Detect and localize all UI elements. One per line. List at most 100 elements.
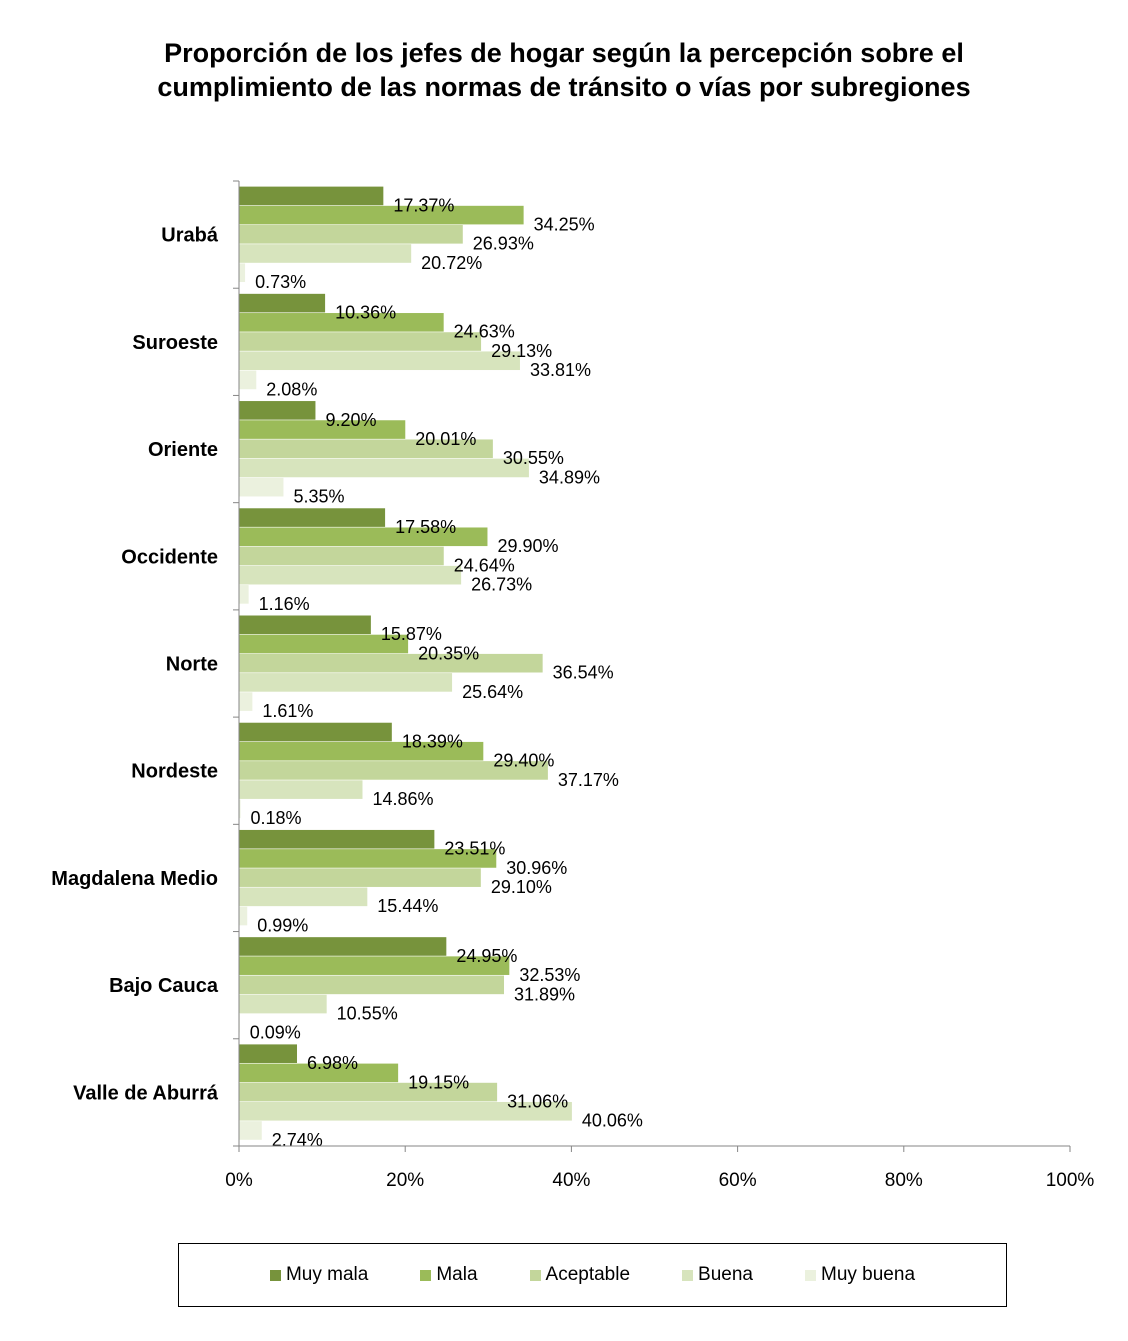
data-label: 20.72%: [421, 253, 482, 273]
legend-item: Muy buena: [805, 1264, 915, 1286]
bar: [239, 634, 409, 654]
data-label: 36.54%: [553, 663, 614, 683]
data-label: 18.39%: [402, 731, 463, 751]
bar: [239, 527, 488, 547]
bar: [239, 508, 386, 527]
category-label: Magdalena Medio: [51, 868, 218, 890]
bar: [239, 829, 435, 849]
bar: [239, 994, 327, 1014]
data-label: 10.55%: [337, 1003, 398, 1023]
x-tick-label: 60%: [719, 1170, 757, 1191]
data-label: 14.86%: [372, 789, 433, 809]
bar: [239, 458, 529, 478]
data-label: 17.58%: [395, 517, 456, 537]
category-label: Urabá: [161, 225, 219, 247]
bar: [239, 673, 453, 692]
legend-label: Aceptable: [545, 1264, 631, 1285]
data-label: 34.25%: [534, 215, 595, 235]
data-label: 0.18%: [250, 808, 301, 828]
bar: [239, 332, 482, 351]
bar: [239, 906, 248, 926]
data-label: 2.08%: [266, 379, 317, 399]
bar: [239, 225, 463, 244]
data-label: 2.74%: [272, 1130, 323, 1150]
category-axis-labels: Urabá Suroeste Oriente Occidente Norte Nordes…: [51, 225, 219, 1105]
axes: 0% 20% 40% 60% 80% 100%: [225, 180, 1095, 1191]
category-label: Bajo Cauca: [109, 975, 219, 997]
x-tick-label: 0%: [225, 1170, 253, 1191]
data-label: 6.98%: [307, 1053, 358, 1073]
category-label: Oriente: [148, 439, 218, 461]
data-label: 0.73%: [255, 272, 306, 292]
legend-swatch: [269, 1269, 281, 1281]
category-label: Norte: [166, 654, 218, 676]
data-label: 29.90%: [497, 536, 558, 556]
x-tick-label: 100%: [1046, 1170, 1095, 1191]
bar: [239, 546, 444, 566]
data-label: 9.20%: [325, 410, 376, 430]
data-label: 25.64%: [462, 682, 523, 702]
legend-label: Muy buena: [821, 1264, 916, 1285]
bar: [239, 401, 316, 420]
category-label: Suroeste: [132, 332, 218, 354]
bar: [239, 975, 505, 995]
legend-item: Muy mala: [269, 1264, 368, 1286]
legend-item: Aceptable: [529, 1264, 631, 1286]
data-label: 0.99%: [257, 915, 308, 935]
data-label: 29.13%: [491, 341, 552, 361]
data-label: 32.53%: [519, 965, 580, 985]
bar: [239, 1082, 498, 1102]
bar: [239, 313, 444, 332]
bar: [239, 653, 543, 673]
bar: [239, 780, 363, 799]
bar: [239, 615, 371, 635]
legend-label: Mala: [436, 1264, 478, 1285]
bar: [239, 849, 497, 868]
data-label: 26.93%: [473, 234, 534, 254]
bar: [239, 761, 548, 780]
category-label: Valle de Aburrá: [73, 1082, 219, 1104]
data-label: 15.44%: [377, 896, 438, 916]
data-label: 40.06%: [582, 1111, 643, 1131]
bar: [239, 477, 284, 497]
bar: [239, 1063, 399, 1083]
x-tick-label: 40%: [552, 1170, 590, 1191]
bar: [239, 1101, 572, 1121]
bar: [239, 263, 246, 283]
bar: [239, 722, 392, 742]
data-label: 30.55%: [503, 448, 564, 468]
data-label: 33.81%: [530, 360, 591, 380]
data-label: 0.09%: [250, 1023, 301, 1043]
data-label: 24.95%: [456, 946, 517, 966]
bar: [239, 956, 510, 975]
chart-title: Proporción de los jefes de hogar según l…: [64, 36, 1064, 104]
data-label: 20.01%: [415, 429, 476, 449]
legend-swatch: [529, 1269, 541, 1281]
legend-label: Buena: [698, 1264, 753, 1285]
data-label: 20.35%: [418, 643, 479, 663]
data-label: 17.37%: [393, 195, 454, 215]
bar: [239, 1121, 262, 1140]
bar: [239, 799, 241, 819]
legend-item: Mala: [420, 1264, 478, 1286]
legend-swatch: [420, 1269, 432, 1281]
data-label: 24.64%: [454, 555, 515, 575]
data-label: 1.16%: [259, 594, 310, 614]
bar: [239, 585, 249, 604]
data-label: 10.36%: [335, 303, 396, 323]
bar: [239, 293, 326, 313]
bar: [239, 420, 406, 439]
data-label: 5.35%: [293, 487, 344, 507]
bar: [239, 186, 384, 206]
bar: [239, 1044, 298, 1063]
bar: [239, 937, 447, 956]
bar: [239, 244, 412, 263]
data-label: 34.89%: [539, 467, 600, 487]
chart-title-line-2: cumplimiento de las normas de tránsito o…: [157, 72, 971, 102]
legend-swatch: [682, 1269, 694, 1281]
data-label: 37.17%: [558, 770, 619, 790]
data-label: 29.40%: [493, 751, 554, 771]
legend: Muy mala Mala Aceptable Buena Muy buena: [178, 1243, 1007, 1307]
x-tick-label: 20%: [386, 1170, 424, 1191]
